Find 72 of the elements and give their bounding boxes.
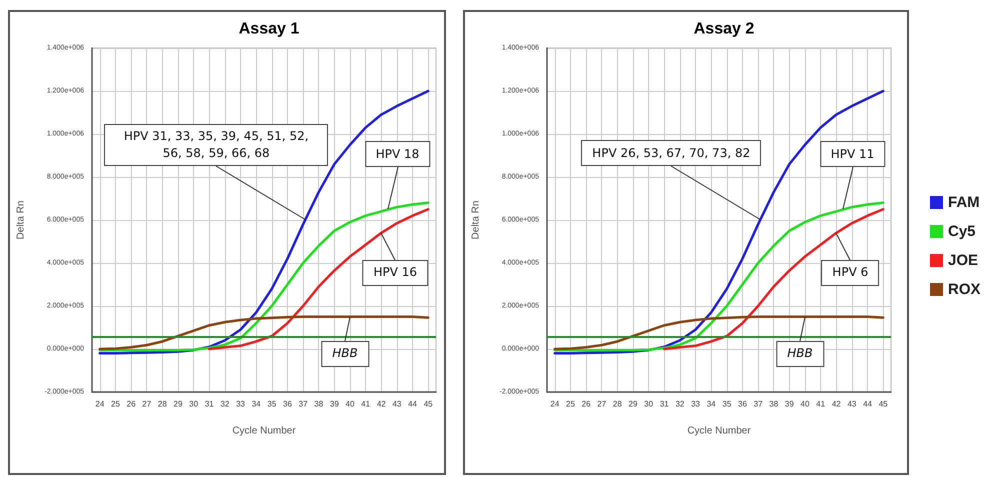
x-axis-title: Cycle Number [232,426,296,436]
callout: HBB [320,316,370,367]
x-tick-label: 34 [706,400,716,408]
callout: HPV 18 [362,141,433,210]
x-tick-label: 26 [126,400,136,408]
callout: HPV 16 [360,232,430,286]
x-tick-label: 38 [314,400,324,408]
line-series [554,90,884,355]
legend-label: JOE [948,252,978,269]
x-tick-label: 29 [628,400,638,408]
x-tick-label: 28 [612,400,622,408]
x-tick-label: 43 [847,400,857,408]
callout: HPV 31, 33, 35, 39, 45, 51, 52, 56, 58, 59, 66, 68 [104,118,328,221]
callout: HPV 11 [818,141,888,210]
x-tick-label: 25 [566,400,576,408]
x-tick-label: 44 [408,400,418,408]
legend-label: Cy5 [948,223,976,240]
x-tick-label: 37 [754,400,764,408]
callout: HBB [775,316,825,367]
callout: HPV 26, 53, 67, 70, 73, 82 [559,118,784,221]
x-tick-label: 45 [424,400,434,408]
x-tick-label: 27 [597,400,607,408]
x-tick-label: 30 [644,400,654,408]
annotation: HPV 11 [820,141,886,168]
x-tick-label: 41 [361,400,371,408]
x-tick-label: 42 [832,400,842,408]
x-tick-label: 39 [330,400,340,408]
callout: HPV 6 [815,232,886,286]
x-tick-label: 42 [376,400,386,408]
x-tick-label: 29 [174,400,183,408]
x-tick-label: 32 [675,400,685,408]
x-tick-label: 26 [582,400,592,408]
line-series [98,90,430,355]
x-tick-label: 35 [722,400,732,408]
x-tick-label: 31 [204,400,214,408]
y-axis-title: Delta Rn [470,200,482,240]
chart-title: Assay 1 [238,20,300,38]
x-tick-label: 28 [158,400,168,408]
x-tick-label: 33 [691,400,701,408]
annotation: HPV 26, 53, 67, 70, 73, 82 [581,140,762,166]
x-tick-label: 40 [800,400,810,408]
annotation: HPV 18 [364,141,430,168]
x-axis-title: Cycle Number [687,426,752,436]
annotation: HBB [321,340,369,367]
x-tick-label: 37 [298,400,308,408]
x-tick-label: 30 [189,400,199,408]
x-tick-label: 45 [878,400,888,408]
x-tick-label: 34 [252,400,262,408]
x-tick-label: 31 [660,400,670,408]
x-tick-label: 40 [346,400,355,408]
x-tick-label: 36 [283,400,292,408]
x-tick-label: 38 [769,400,779,408]
x-tick-label: 39 [784,400,794,408]
x-tick-label: 41 [816,400,826,408]
x-tick-label: 25 [111,400,120,408]
x-tick-label: 36 [738,400,748,408]
x-tick-label: 32 [220,400,230,408]
annotation: HPV 31, 33, 35, 39, 45, 51, 52, 56, 58, 59, 66, 68 [104,124,328,166]
x-tick-label: 27 [142,400,152,408]
annotation: HPV 6 [821,260,880,286]
annotation: HBB [776,340,824,367]
legend-label: ROX [948,281,981,298]
x-tick-label: 35 [267,400,277,408]
x-tick-label: 43 [392,400,402,408]
legend-label: FAM [948,194,980,211]
x-tick-label: 33 [236,400,246,408]
x-tick-label: 24 [95,400,105,408]
y-axis-title: Delta Rn [16,200,26,240]
chart-title: Assay 2 [694,20,754,38]
x-tick-label: 24 [550,400,560,408]
annotation: HPV 16 [362,260,428,286]
x-tick-label: 44 [863,400,873,408]
